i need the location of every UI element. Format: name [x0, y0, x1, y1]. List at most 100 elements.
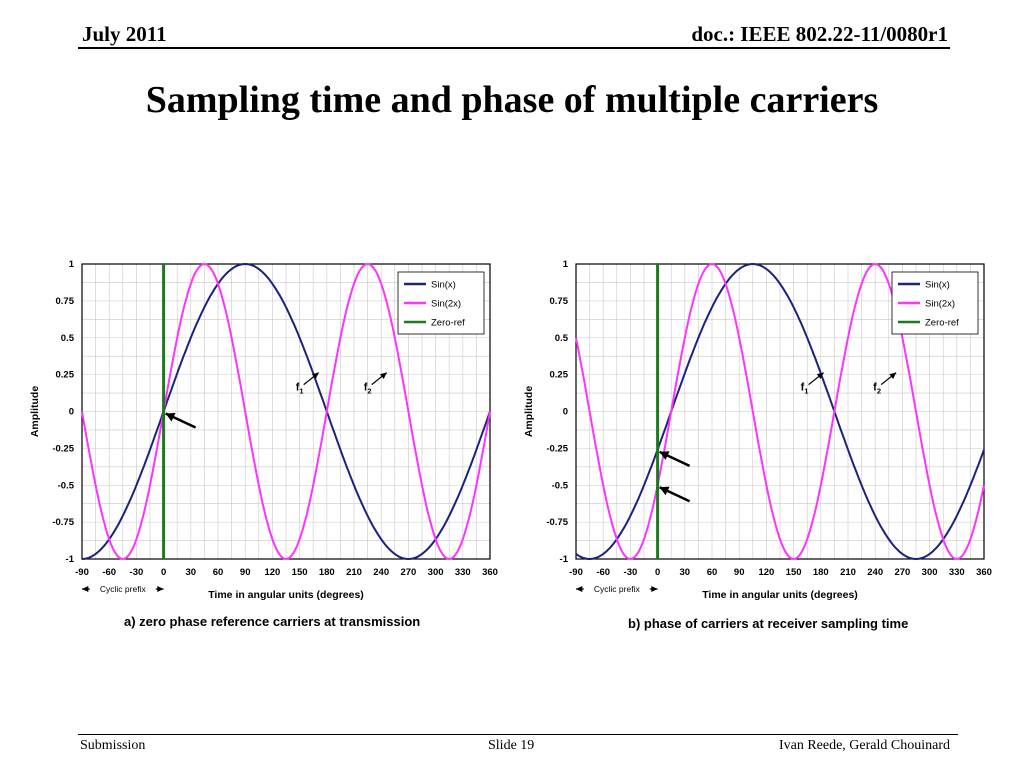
cyclic-prefix-label-bg [583, 582, 650, 594]
x-tick-label: 360 [976, 567, 992, 578]
y-tick-label: -0.75 [546, 517, 568, 528]
legend-label: Sin(2x) [431, 299, 461, 310]
cyclic-prefix-arrow-left-head [576, 585, 583, 593]
y-tick-label: 1 [69, 259, 75, 270]
chart-a: 1 0.75 0.5 0.25 0 -0.25 -0.5 -0.75 -1 -90 -60 -30 0 3… [20, 256, 500, 616]
x-tick-label: 180 [813, 567, 829, 578]
x-tick-label: 90 [734, 567, 745, 578]
x-tick-label: 60 [213, 567, 224, 578]
x-tick-label: -60 [596, 567, 610, 578]
x-tick-label: -30 [624, 567, 638, 578]
legend-label: Sin(x) [431, 280, 456, 291]
legend-label: Zero-ref [431, 318, 465, 329]
x-axis-label: Time in angular units (degrees) [208, 589, 364, 601]
y-tick-label: -0.25 [546, 443, 568, 454]
f2-label: f2 [873, 382, 881, 396]
cyclic-prefix-arrow-right-head [651, 585, 658, 593]
footer-rule [78, 734, 958, 735]
x-tick-label: 330 [949, 567, 965, 578]
f1-label: f1 [296, 382, 304, 396]
f1-subscript: 1 [299, 387, 303, 396]
y-tick-label: -0.25 [52, 443, 74, 454]
f2-arrow-head [379, 372, 387, 379]
x-tick-label: -90 [569, 567, 583, 578]
f2-subscript: 2 [877, 387, 881, 396]
plot-frame [575, 263, 985, 560]
series-line-sin-2x [575, 262, 985, 561]
f2-label: f2 [364, 382, 372, 396]
f1-arrow-head [311, 372, 319, 379]
chart-b-caption: b) phase of carriers at receiver samplin… [628, 616, 909, 631]
x-tick-label: 90 [240, 567, 251, 578]
sampling-point-arrow-head [659, 451, 670, 460]
f2-arrow-head [889, 372, 897, 379]
y-tick-label: 0.25 [56, 370, 75, 381]
y-tick-label: 0.75 [550, 296, 569, 307]
x-tick-label: 240 [373, 567, 389, 578]
header-date: July 2011 [82, 22, 167, 46]
x-tick-label: 270 [894, 567, 910, 578]
chart-a-caption: a) zero phase reference carriers at tran… [124, 614, 421, 629]
x-tick-label: 240 [867, 567, 883, 578]
legend-label: Zero-ref [925, 318, 959, 329]
y-tick-label: 0 [69, 407, 74, 418]
slide-title: Sampling time and phase of multiple carr… [145, 79, 879, 121]
x-tick-label: -90 [75, 567, 89, 578]
y-tick-label: 0.5 [555, 333, 569, 344]
y-tick-label: 1 [563, 259, 569, 270]
cyclic-prefix-arrow-right-head [157, 585, 164, 593]
chart-b: 1 0.75 0.5 0.25 0 -0.25 -0.5 -0.75 -1 -90 -60 -30 0 3… [514, 256, 994, 616]
x-tick-label: -30 [130, 567, 144, 578]
y-tick-label: -1 [560, 554, 569, 565]
x-tick-label: 0 [655, 567, 660, 578]
x-tick-label: 210 [840, 567, 856, 578]
sampling-point-arrow-head [659, 486, 670, 496]
series-line-sin-x [81, 262, 491, 561]
footer-submission: Submission [80, 738, 146, 753]
y-tick-label: -0.75 [52, 517, 74, 528]
x-tick-label: 30 [680, 567, 691, 578]
x-tick-label: 360 [482, 567, 498, 578]
header-rule [78, 47, 950, 49]
cyclic-prefix-label-bg [89, 582, 156, 594]
f1-subscript: 1 [804, 387, 808, 396]
x-tick-label: 300 [922, 567, 938, 578]
footer-slide-number: Slide 19 [488, 738, 535, 753]
cyclic-prefix-label: Cyclic prefix [594, 584, 641, 594]
x-axis-label: Time in angular units (degrees) [702, 589, 858, 601]
x-tick-label: 150 [292, 567, 308, 578]
x-tick-label: -60 [102, 567, 116, 578]
cyclic-prefix-label: Cyclic prefix [100, 584, 147, 594]
sampling-point-arrow-head [165, 412, 176, 422]
series-line-sin-x [575, 263, 985, 560]
x-tick-label: 0 [161, 567, 166, 578]
f1-label: f1 [801, 382, 809, 396]
x-tick-label: 120 [264, 567, 280, 578]
legend-label: Sin(x) [925, 280, 950, 291]
f2-subscript: 2 [367, 387, 371, 396]
legend-label: Sin(2x) [925, 299, 955, 310]
f1-arrow-head [816, 372, 824, 379]
y-tick-label: 0.25 [550, 370, 569, 381]
chart-a-svg: 1 0.75 0.5 0.25 0 -0.25 -0.5 -0.75 -1-90 -60 -30 0 3… [29, 259, 498, 601]
header-doc-id: doc.: IEEE 802.22-11/0080r1 [691, 22, 948, 46]
y-tick-label: 0.5 [61, 333, 75, 344]
y-tick-label: 0 [563, 407, 568, 418]
x-tick-label: 150 [786, 567, 802, 578]
y-tick-label: 0.75 [56, 296, 75, 307]
x-tick-label: 120 [758, 567, 774, 578]
x-tick-label: 270 [400, 567, 416, 578]
x-tick-label: 330 [455, 567, 471, 578]
x-tick-label: 30 [186, 567, 197, 578]
y-tick-label: -0.5 [552, 480, 569, 491]
chart-b-svg: 1 0.75 0.5 0.25 0 -0.25 -0.5 -0.75 -1-90 -60 -30 0 3… [523, 259, 992, 601]
series-line-sin-2x [81, 263, 491, 560]
y-tick-label: -1 [66, 554, 75, 565]
footer-authors: Ivan Reede, Gerald Chouinard [778, 738, 950, 753]
y-tick-label: -0.5 [58, 480, 75, 491]
x-tick-label: 60 [707, 567, 718, 578]
y-axis-label: Amplitude [29, 386, 41, 437]
x-tick-label: 180 [319, 567, 335, 578]
cyclic-prefix-arrow-left-head [82, 585, 89, 593]
x-tick-label: 210 [346, 567, 362, 578]
